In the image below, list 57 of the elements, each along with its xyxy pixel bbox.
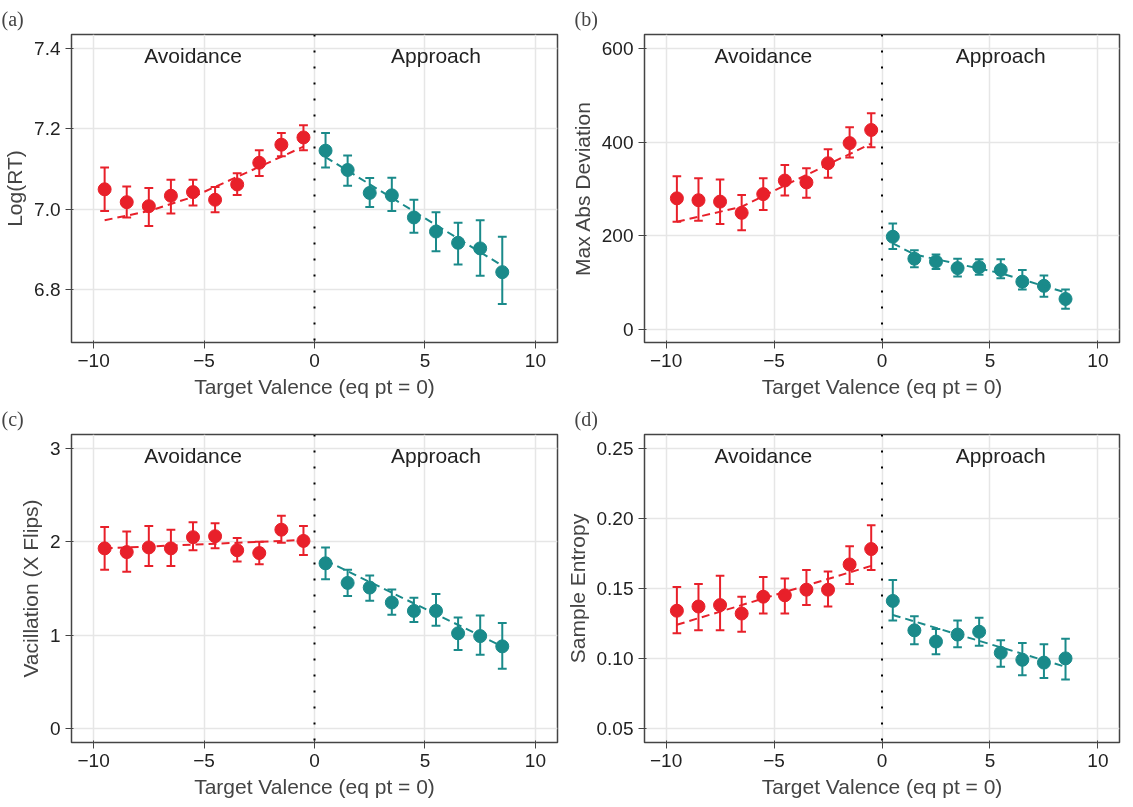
annotation: Avoidance xyxy=(714,443,813,467)
y-tick-label: 0.15 xyxy=(596,577,634,599)
y-tick-label: 0 xyxy=(622,318,634,340)
chart-title: (a) xyxy=(1,7,24,31)
y-tick-label: 2 xyxy=(49,531,61,553)
x-tick-label: 5 xyxy=(984,749,996,771)
annotation: Approach xyxy=(955,443,1046,467)
y-axis-title: Max Abs Deviation xyxy=(570,102,594,277)
x-tick-label: 10 xyxy=(524,749,546,771)
chart-title: (d) xyxy=(574,407,598,431)
x-axis-title: Target Valence (eq pt = 0) xyxy=(761,374,1003,398)
y-tick-label: 0.05 xyxy=(596,717,634,739)
y-tick-label: 7.2 xyxy=(34,118,61,140)
annotation: Avoidance xyxy=(144,43,242,67)
x-tick-label: −5 xyxy=(763,749,785,771)
x-tick-label: −5 xyxy=(193,349,215,371)
x-tick-label: 5 xyxy=(419,749,431,771)
x-tick-label: 0 xyxy=(876,749,888,771)
x-axis-title: Target Valence (eq pt = 0) xyxy=(194,374,435,398)
y-tick-label: 0 xyxy=(49,718,61,739)
y-tick-label: 0.10 xyxy=(596,647,634,669)
x-tick-label: −5 xyxy=(193,749,215,771)
y-axis-title: Log(RT) xyxy=(3,150,27,227)
annotation: Approach xyxy=(391,443,481,467)
x-tick-label: 0 xyxy=(309,749,320,771)
y-tick-label: 0.25 xyxy=(596,437,634,459)
y-tick-label: 6.8 xyxy=(34,278,61,300)
y-tick-label: 0.20 xyxy=(596,507,634,529)
x-axis-title: Target Valence (eq pt = 0) xyxy=(761,774,1003,798)
y-tick-label: 7.4 xyxy=(34,37,61,59)
y-tick-label: 3 xyxy=(49,438,61,459)
y-tick-label: 1 xyxy=(49,624,61,646)
x-tick-label: 0 xyxy=(309,349,320,371)
x-tick-label: 0 xyxy=(876,349,888,371)
y-axis-title: Vacillation (X Flips) xyxy=(18,499,42,678)
annotation: Avoidance xyxy=(714,43,813,67)
x-axis-title: Target Valence (eq pt = 0) xyxy=(194,774,435,798)
x-tick-label: −10 xyxy=(77,349,110,371)
y-tick-label: 600 xyxy=(601,38,634,60)
x-tick-label: −10 xyxy=(77,749,110,771)
x-tick-label: 5 xyxy=(419,349,431,371)
x-tick-label: −10 xyxy=(649,749,683,771)
x-tick-label: 10 xyxy=(524,349,546,371)
annotation: Avoidance xyxy=(144,443,242,467)
annotation: Approach xyxy=(391,43,481,67)
x-tick-label: 5 xyxy=(984,349,996,371)
chart-title: (c) xyxy=(1,407,24,431)
y-tick-label: 7.0 xyxy=(34,198,61,220)
y-tick-label: 400 xyxy=(601,131,634,153)
y-tick-label: 200 xyxy=(601,225,634,247)
x-tick-label: 10 xyxy=(1087,749,1109,771)
y-axis-title: Sample Entropy xyxy=(565,513,589,664)
annotation: Approach xyxy=(955,43,1046,67)
x-tick-label: −5 xyxy=(763,349,785,371)
x-tick-label: −10 xyxy=(649,349,683,371)
chart-title: (b) xyxy=(574,7,598,31)
x-tick-label: 10 xyxy=(1087,349,1109,371)
